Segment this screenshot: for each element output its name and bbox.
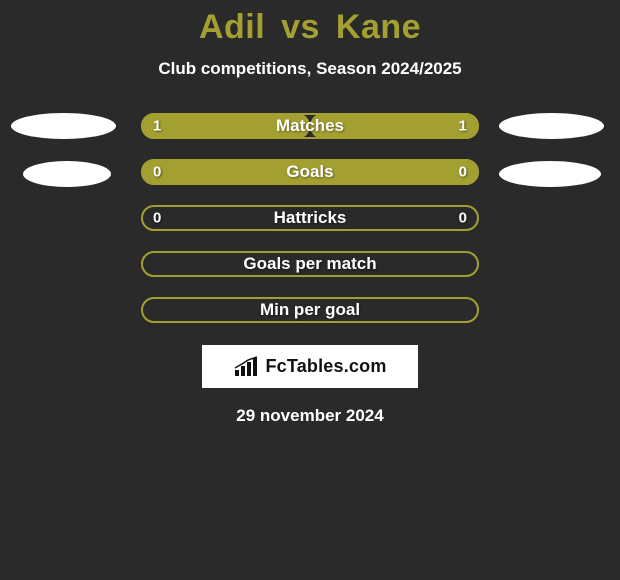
stat-label: Goals per match bbox=[243, 254, 376, 274]
stat-value-player2: 0 bbox=[459, 210, 467, 227]
stat-row: 0 0 Goals bbox=[141, 159, 479, 185]
stat-label: Hattricks bbox=[274, 208, 347, 228]
stat-row: 0 0 Hattricks bbox=[141, 205, 479, 231]
player2-ellipse-icon bbox=[499, 113, 604, 139]
logo-text: FcTables.com bbox=[265, 356, 386, 377]
stat-value-player1: 1 bbox=[153, 118, 161, 135]
player1-ellipse-icon bbox=[23, 161, 111, 187]
stat-value-player1: 0 bbox=[153, 164, 161, 181]
chart-icon bbox=[233, 356, 261, 378]
stat-label: Goals bbox=[286, 162, 333, 182]
stat-value-player2: 1 bbox=[459, 118, 467, 135]
subtitle: Club competitions, Season 2024/2025 bbox=[0, 59, 620, 79]
logo-badge: FcTables.com bbox=[202, 345, 418, 388]
player2-ellipse-icon bbox=[499, 161, 601, 187]
stat-label: Min per goal bbox=[260, 300, 360, 320]
player1-ellipse-icon bbox=[11, 113, 116, 139]
title-player2: Kane bbox=[336, 8, 421, 46]
stat-row: Goals per match bbox=[141, 251, 479, 277]
stat-row: 1 1 Matches bbox=[141, 113, 479, 139]
infographic-container: Adil vs Kane Club competitions, Season 2… bbox=[0, 0, 620, 426]
stat-value-player2: 0 bbox=[459, 164, 467, 181]
stats-area: 1 1 Matches 0 0 Goals 0 0 Hattricks Goals per mat… bbox=[0, 113, 620, 323]
left-ellipse-column bbox=[11, 113, 121, 187]
title-player1: Adil bbox=[199, 8, 265, 46]
stat-label: Matches bbox=[276, 116, 344, 136]
page-title: Adil vs Kane bbox=[0, 8, 620, 47]
stats-center-column: 1 1 Matches 0 0 Goals 0 0 Hattricks Goals per mat… bbox=[141, 113, 479, 323]
stat-row: Min per goal bbox=[141, 297, 479, 323]
stat-value-player1: 0 bbox=[153, 210, 161, 227]
right-ellipse-column bbox=[499, 113, 609, 187]
date-line: 29 november 2024 bbox=[0, 406, 620, 426]
title-vs: vs bbox=[275, 8, 326, 46]
